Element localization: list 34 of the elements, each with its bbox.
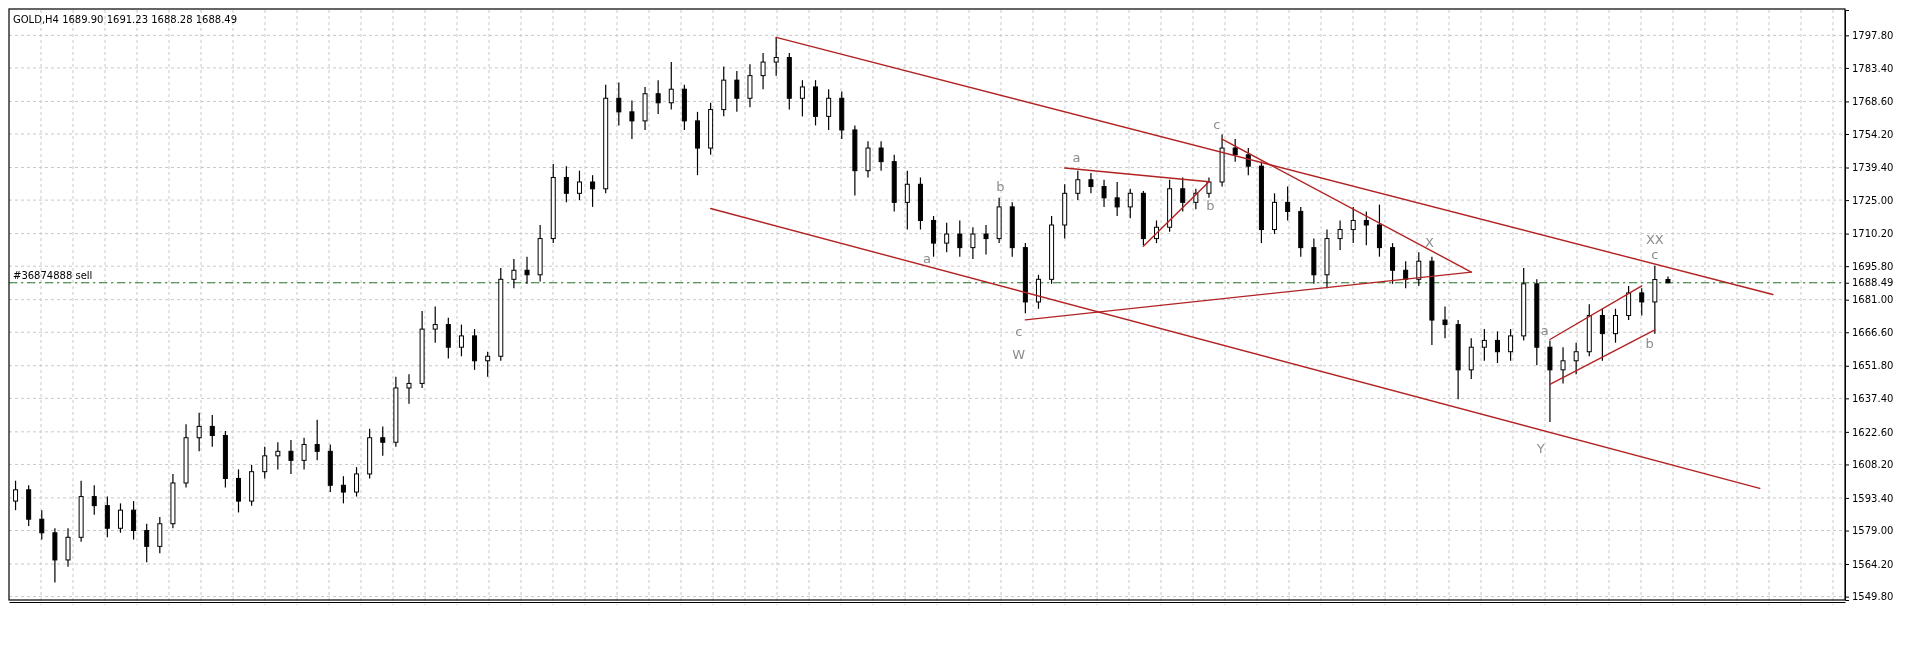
annotation: c	[1213, 116, 1221, 132]
y-tick-label: 1797.80	[1852, 30, 1894, 42]
annotation: a	[1072, 149, 1081, 165]
annotation: b	[1206, 198, 1215, 214]
y-tick-label: 1549.80	[1852, 591, 1894, 603]
y-tick-label: 1688.49	[1852, 277, 1894, 289]
annotation: X	[1424, 234, 1434, 250]
annotation: b	[996, 179, 1005, 195]
y-tick-label: 1651.80	[1852, 360, 1894, 372]
annotation: a	[1540, 323, 1549, 339]
y-tick-label: 1710.20	[1852, 228, 1894, 240]
ref-line-label: #36874888 sell	[13, 269, 93, 281]
y-tick-label: 1608.20	[1852, 459, 1894, 471]
y-tick-label: 1725.00	[1852, 194, 1894, 206]
y-tick-label: 1681.00	[1852, 294, 1894, 306]
y-tick-label: 1783.40	[1852, 62, 1894, 74]
y-tick-label: 1754.20	[1852, 128, 1894, 140]
annotation: Y	[1535, 441, 1545, 457]
annotation: XX	[1645, 231, 1664, 247]
y-tick-label: 1579.00	[1852, 525, 1894, 537]
annotation: a	[923, 251, 931, 267]
y-tick-label: 1564.20	[1852, 558, 1894, 570]
y-tick-label: 1768.60	[1852, 96, 1894, 108]
y-tick-label: 1622.60	[1852, 426, 1894, 438]
annotation: b	[1645, 335, 1654, 351]
y-tick-label: 1666.60	[1852, 326, 1894, 338]
y-tick-label: 1739.40	[1852, 162, 1894, 174]
annotation: W	[1012, 347, 1026, 363]
annotation: c	[1015, 323, 1023, 339]
y-tick-label: 1695.80	[1852, 260, 1894, 272]
y-tick-label: 1637.40	[1852, 393, 1894, 405]
annotation: c	[1651, 246, 1659, 262]
chart-title: GOLD,H4 1689.90 1691.23 1688.28 1688.49	[13, 14, 238, 25]
y-tick-label: 1593.40	[1852, 492, 1894, 504]
